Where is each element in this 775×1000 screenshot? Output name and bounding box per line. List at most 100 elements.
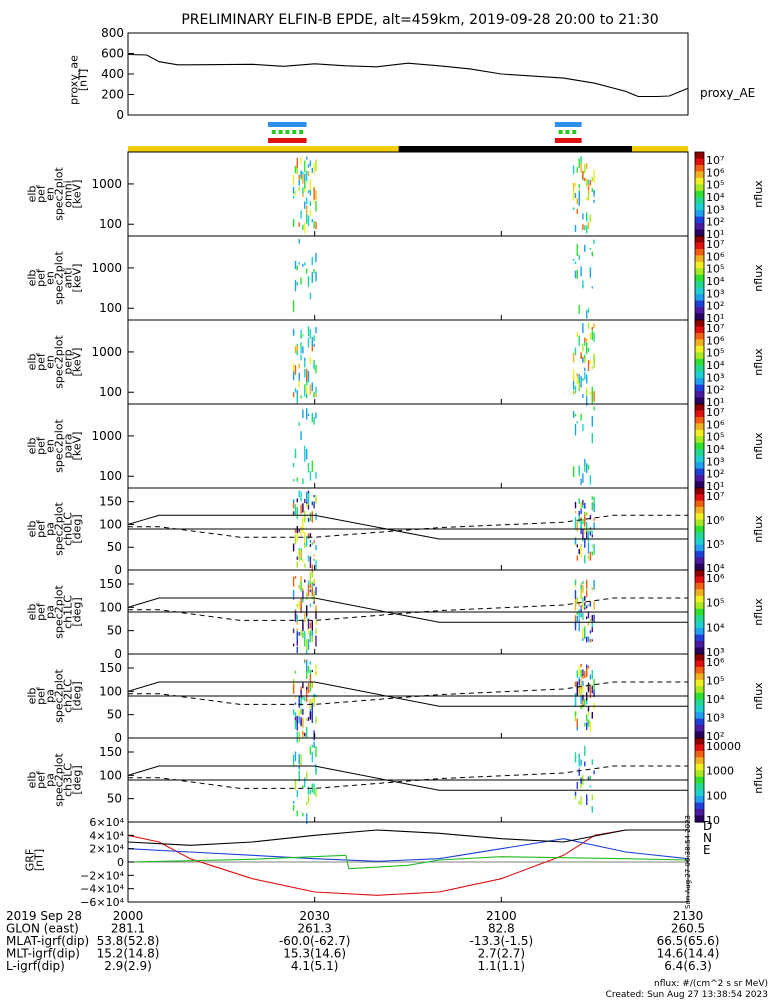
spectrogram-pixel: [572, 380, 575, 390]
colorbar-segment: [695, 679, 704, 687]
colorbar-segment: [695, 712, 704, 720]
spectrogram-pixel: [315, 364, 317, 374]
y-axis-label: pef: [35, 268, 48, 287]
spectrogram-pixel: [315, 607, 317, 619]
spectrogram-pixel: [574, 681, 577, 687]
spectrogram-pixel: [315, 159, 317, 172]
spectrogram-pixel: [584, 163, 586, 174]
spectrogram-pixel: [586, 794, 588, 806]
spectrogram-pixel: [298, 422, 300, 426]
colorbar-segment: [695, 320, 704, 328]
spectrogram-pixel: [306, 649, 308, 654]
spectrogram-pixel: [582, 700, 584, 705]
spectrogram-pixel: [586, 531, 588, 539]
y-tick-label: 2×10⁴: [89, 843, 124, 856]
y-axis-label: spec2plot: [53, 669, 66, 723]
spectrogram-pixel: [578, 335, 580, 346]
spectrogram-pixel: [302, 559, 304, 563]
spectrogram-pixel: [591, 712, 593, 719]
spectrogram-pixel: [578, 666, 580, 676]
colorbar-segment: [695, 190, 704, 198]
spectrogram-pixel: [302, 709, 304, 715]
spectrogram-pixel: [309, 682, 312, 692]
spectrogram-pixel: [586, 394, 588, 406]
spectrogram-pixel: [300, 708, 302, 714]
spectrogram-pixel: [313, 494, 315, 498]
spectrogram-pixel: [580, 545, 582, 558]
spectrogram-pixel: [307, 326, 310, 337]
spectrogram-pixel: [306, 726, 308, 738]
spectrogram-panel: 1000100elbpefenspec2plotpara[keV]10⁷10⁶1…: [26, 403, 765, 493]
y-tick-label: −4×10⁴: [80, 883, 124, 896]
spectrogram-pixel: [582, 669, 584, 676]
spectrogram-pixel: [306, 616, 308, 619]
spectrogram-pixel: [584, 555, 586, 564]
colorbar-segment: [695, 197, 704, 205]
spectrogram-pixel: [593, 391, 595, 402]
spectrogram-pixel: [576, 688, 578, 697]
y-tick-label: 100: [99, 385, 122, 399]
ephemeris-value: 2130: [673, 909, 704, 923]
ephemeris-value: -13.3(-1.5): [469, 934, 533, 948]
spectrogram-pixel: [586, 163, 588, 170]
y-tick-label: 200: [101, 88, 124, 102]
spectrogram-pixel: [582, 171, 584, 180]
spectrogram-pixel: [572, 352, 575, 363]
spectrogram-pixel: [296, 532, 298, 542]
anti-loss-cone-line: [128, 681, 688, 705]
spectrogram-pixel: [593, 503, 595, 513]
colorbar-tick-label: 10⁴: [706, 359, 725, 372]
colorbar-segment: [695, 809, 704, 817]
spectrogram-pixel: [307, 190, 310, 193]
spectrogram-pixel: [307, 717, 310, 721]
spectrogram-pixel: [298, 372, 300, 381]
spectrogram-pixel: [294, 702, 297, 705]
spectrogram-pixel: [302, 785, 304, 789]
spectrogram-pixel: [304, 531, 306, 544]
spectrogram-pixel: [587, 555, 590, 560]
spectrogram-pixel: [292, 479, 295, 482]
spectrogram-pixel: [307, 171, 310, 176]
spectrogram-pixel: [296, 631, 298, 641]
colorbar-segment: [695, 164, 704, 172]
spectrogram-pixel: [315, 672, 317, 675]
spectrogram-pixel: [574, 182, 577, 187]
spectrogram-pixel: [578, 619, 580, 632]
spectrogram-pixel: [292, 804, 295, 811]
colorbar-segment: [695, 404, 704, 412]
ephemeris-value: 14.6(14.4): [657, 947, 720, 961]
spectrogram-pixel: [315, 746, 317, 757]
spectrogram-pixel: [591, 530, 593, 534]
spectrogram-pixel: [296, 350, 298, 356]
spectrogram-pixel: [315, 471, 317, 479]
spectrogram-pixel: [586, 338, 588, 342]
spectrogram-pixel: [311, 702, 313, 714]
grf-legend-label: N: [703, 831, 712, 845]
spectrogram-pixel: [306, 813, 308, 825]
spectrogram-pixel: [302, 812, 304, 817]
orbit-day-bar: [632, 146, 688, 152]
spectrogram-pixel: [593, 522, 595, 530]
y-axis-label: [nT]: [77, 69, 90, 91]
spectrogram-pixel: [593, 176, 595, 183]
y-tick-label: 50: [107, 540, 122, 554]
spectrogram-pixel: [591, 188, 593, 192]
spectrogram-pixel: [296, 790, 298, 798]
spectrogram-pixel: [294, 534, 297, 545]
colorbar-segment: [695, 776, 704, 784]
y-axis-label: [keV]: [71, 180, 84, 209]
spectrogram-pixel: [298, 584, 300, 589]
colorbar-label: nflux: [752, 264, 765, 292]
spectrogram-pixel: [580, 586, 582, 589]
spectrogram-pixel: [304, 510, 306, 523]
ephemeris-value: 66.5(65.6): [657, 934, 720, 948]
colorbar-segment: [695, 326, 704, 334]
spectrogram-pixel: [307, 413, 310, 416]
spectrogram-pixel: [591, 685, 593, 694]
spectrogram-pixel: [589, 721, 592, 732]
spectrogram-pixel: [302, 590, 304, 601]
spectrogram-pixel: [304, 563, 306, 568]
y-tick-label: 150: [99, 745, 122, 759]
